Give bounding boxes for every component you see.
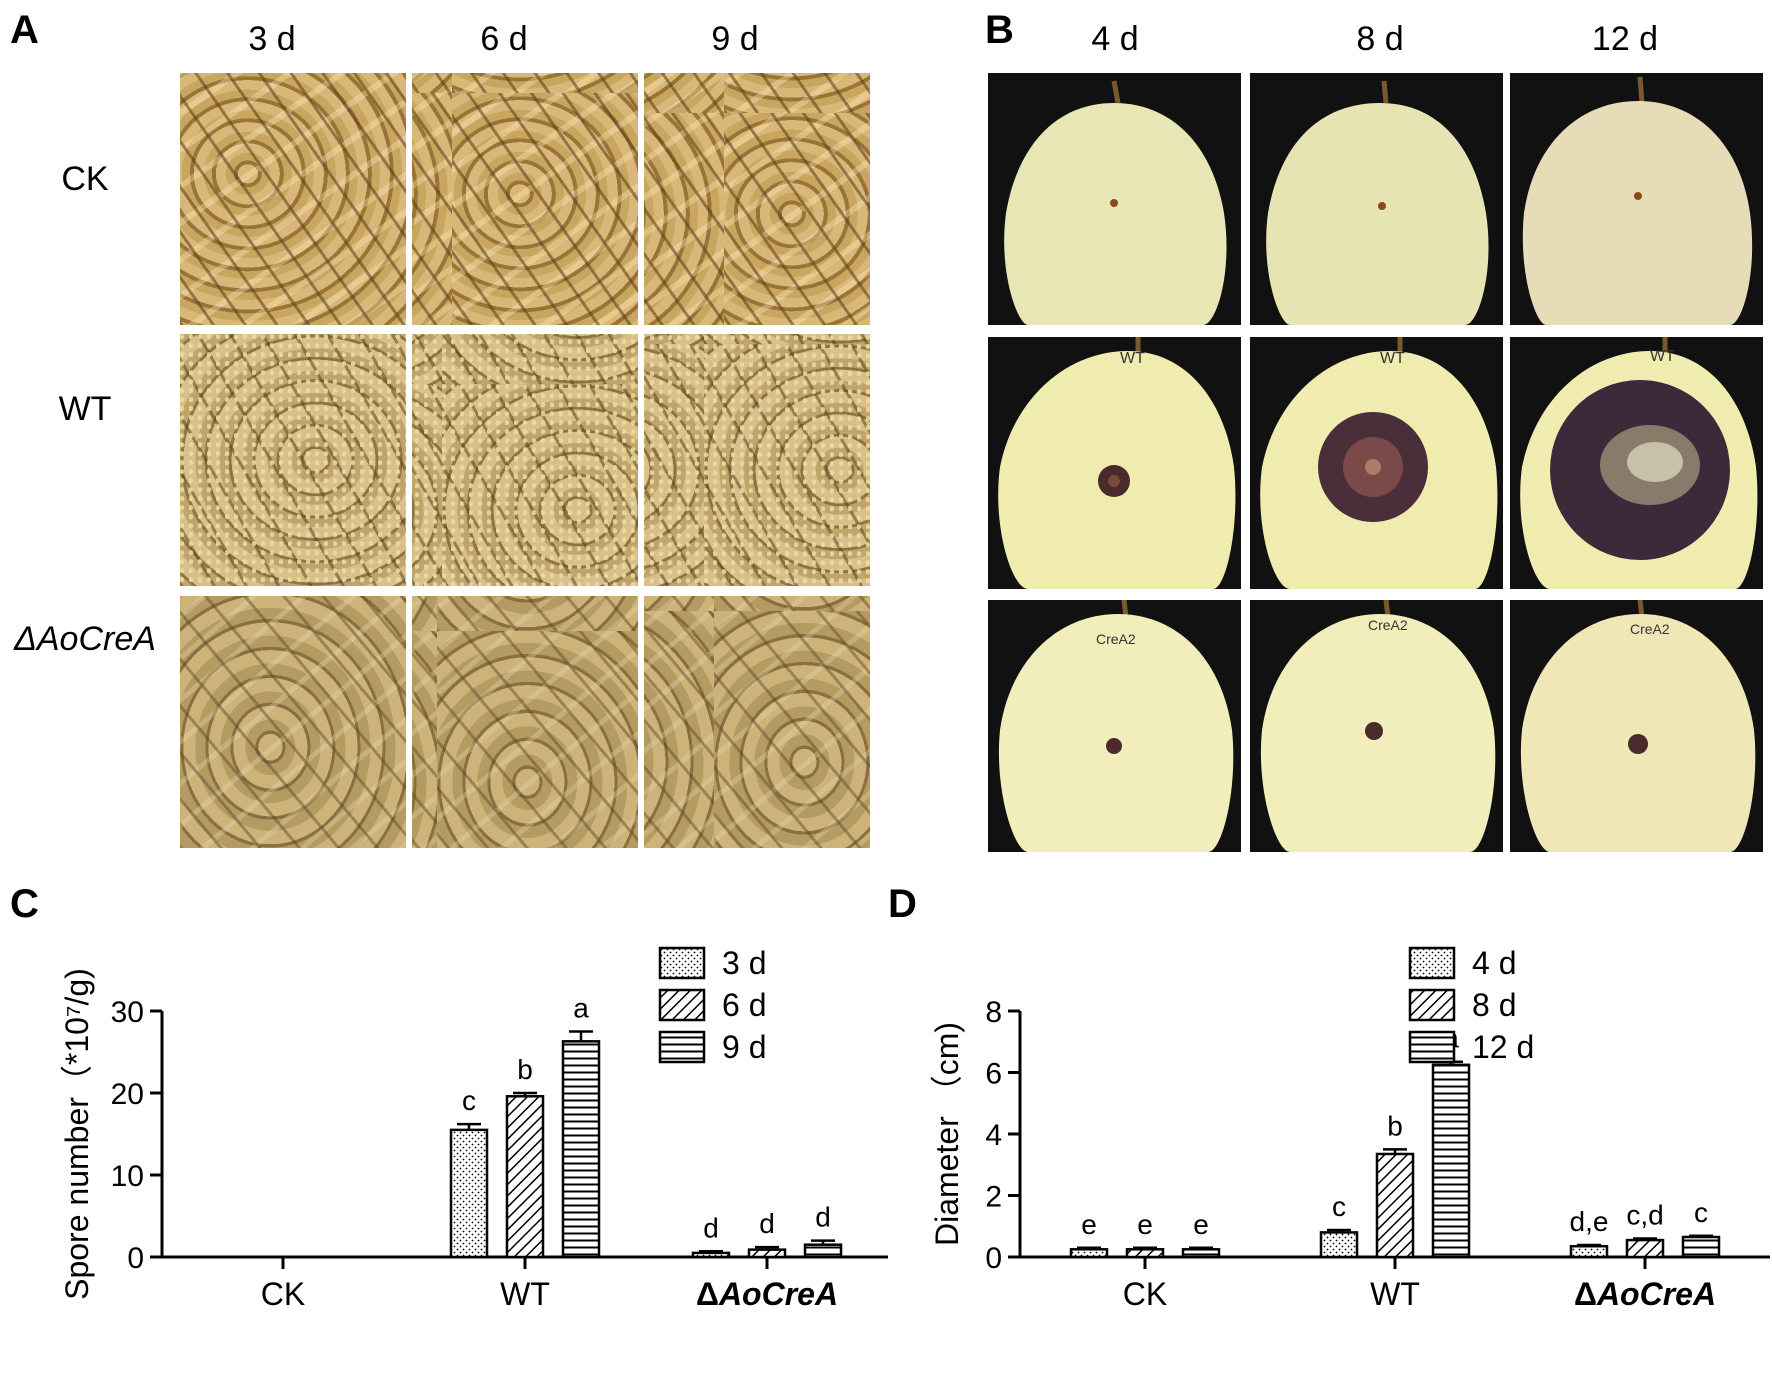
panel-a-row-label-ko: ΔAoCreA [14,620,156,658]
grain-photo-wt-9d [644,334,870,586]
y-tick-label: 0 [985,1242,1002,1275]
x-tick-label: CK [1123,1276,1167,1312]
panel-b-col-label-12d: 12 d [1591,20,1659,58]
legend-label: 9 d [722,1029,766,1065]
y-tick-label: 6 [985,1058,1002,1091]
bar [1181,1248,1221,1259]
x-tick-label: ΔAoCreA [1574,1276,1716,1312]
bar [803,1243,843,1259]
y-tick-label: 0 [127,1242,144,1275]
x-tick-label: CK [261,1276,305,1312]
panel-d-letter: D [888,882,917,926]
significance-label: d [703,1212,719,1243]
legend-swatch [658,946,706,980]
x-tick-label: ΔAoCreA [696,1276,838,1312]
pear-photo-ko-12d: CreA2 [1510,600,1763,852]
significance-label: b [1387,1110,1403,1141]
bar [1681,1235,1721,1259]
grain-photo-ko-3d [180,596,406,848]
bar [561,1040,601,1259]
pear-handwriting-wt-4d: WT [1120,350,1145,367]
significance-label: a [573,993,589,1024]
pear-photo-ko-4d: CreA2 [988,600,1241,852]
grain-photo-ck-6d [412,73,638,325]
legend-swatch [1408,988,1456,1022]
grain-photo-ck-3d [180,73,406,325]
grain-photo-ko-6d [412,596,638,848]
panel-a-col-label-9d: 9 d [711,20,759,58]
panel-b-letter: B [985,8,1014,52]
pear-handwriting-ko-12d: CreA2 [1630,621,1670,637]
legend-label: 3 d [722,945,766,981]
pear-handwriting-wt-12d: WT [1650,348,1675,365]
y-tick-label: 10 [111,1160,144,1193]
y-tick-label: 8 [985,996,1002,1029]
panel-a-col-label-3d: 3 d [248,20,296,58]
panel-a-row-label-ck: CK [61,160,109,198]
legend-swatch [1408,1030,1456,1064]
x-tick-label: WT [1370,1276,1420,1312]
pear-photo-wt-8d: WT [1250,337,1503,589]
bar [449,1128,489,1259]
grain-photo-wt-3d [180,334,406,586]
y-tick-label: 30 [111,996,144,1029]
pear-handwriting-wt-8d: WT [1380,350,1405,367]
significance-label: c [462,1085,476,1116]
bar [1569,1244,1609,1259]
significance-label: c [1694,1197,1708,1228]
significance-label: d [815,1202,831,1233]
bar [1125,1248,1165,1259]
pear-photo-wt-12d: WT [1510,337,1763,589]
panel-c-letter: C [10,882,39,926]
y-tick-label: 20 [111,1078,144,1111]
pear-photo-ck-8d [1250,73,1503,325]
legend-label: 8 d [1472,987,1516,1023]
pear-photo-ko-8d: CreA2 [1250,600,1503,852]
panel-a-row-label-wt: WT [58,390,112,428]
significance-label: d [759,1208,775,1239]
y-tick-label: 4 [985,1119,1002,1152]
bar [1431,1063,1471,1259]
panel-b-col-label-8d: 8 d [1356,20,1404,58]
significance-label: b [517,1054,533,1085]
panel-b-col-label-4d: 4 d [1091,20,1139,58]
significance-label: c [1332,1191,1346,1222]
legend-label: 6 d [722,987,766,1023]
legend-swatch [658,988,706,1022]
significance-label: e [1137,1209,1153,1240]
x-tick-label: WT [500,1276,550,1312]
y-tick-label: 2 [985,1181,1002,1214]
significance-label: e [1193,1209,1209,1240]
bar [1625,1238,1665,1259]
legend-swatch [1408,946,1456,980]
panel-a-letter: A [10,8,39,52]
significance-label: e [1081,1209,1097,1240]
bar [1319,1231,1359,1259]
chart-c-spore-number: 0 10 20 30 Spore number（*10⁷/g) CK WT c b a ΔAoCre… [59,930,900,1380]
pear-photo-ck-12d [1510,73,1763,325]
grain-photo-wt-6d [412,334,638,586]
significance-label: c,d [1626,1200,1663,1231]
pear-handwriting-ko-8d: CreA2 [1368,617,1408,633]
pear-photo-wt-4d: WT [988,337,1241,589]
bar [1069,1248,1109,1259]
y-axis-label: Diameter （cm) [930,1022,965,1246]
panel-a-col-label-6d: 6 d [480,20,528,58]
significance-label: d,e [1570,1206,1609,1237]
legend-label: 4 d [1472,945,1516,981]
grain-photo-ko-9d [644,596,870,848]
legend-label: 12 d [1472,1029,1534,1065]
bar [1375,1152,1415,1259]
pear-photo-ck-4d [988,73,1241,325]
pear-handwriting-ko-4d: CreA2 [1096,631,1136,647]
chart-c-svg: 0 10 20 30 Spore number（*10⁷/g) CK WT c b a ΔAoCre… [59,945,888,1312]
bar [505,1095,545,1259]
bar [691,1251,731,1259]
y-axis-label: Spore number（*10⁷/g) [60,968,95,1300]
legend-swatch [658,1030,706,1064]
bar [747,1248,787,1259]
grain-photo-ck-9d [644,73,870,325]
